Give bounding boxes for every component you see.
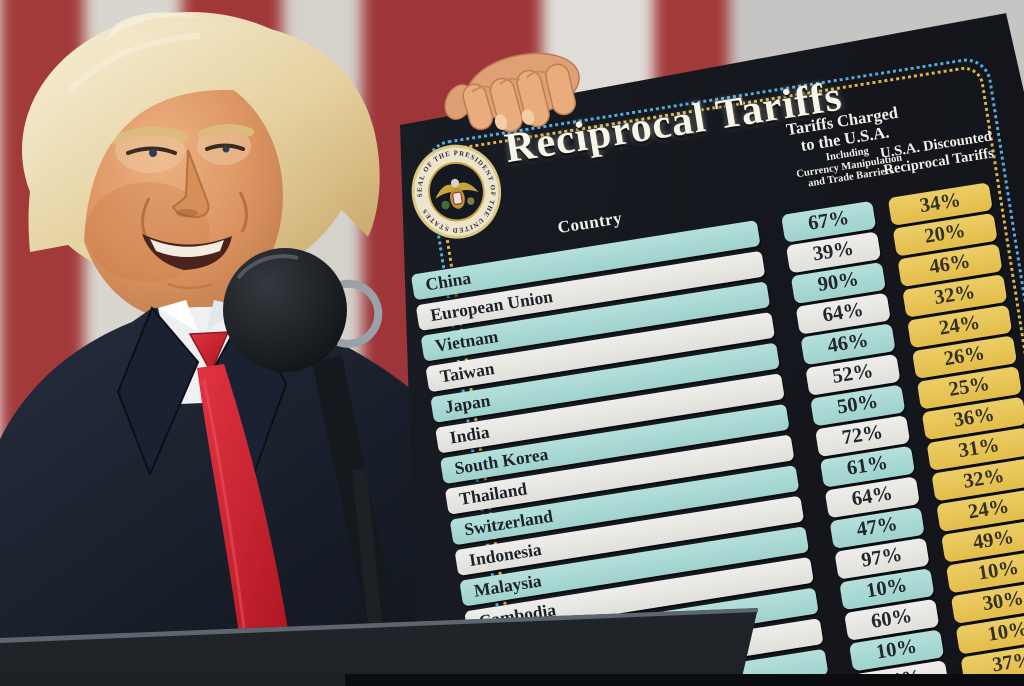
lapel-left xyxy=(116,306,200,477)
fingernail xyxy=(494,114,508,130)
brow-right xyxy=(198,124,254,138)
smile-fold-right xyxy=(238,191,248,233)
teeth xyxy=(150,239,224,257)
nose-shadow xyxy=(176,209,198,217)
olive-branch xyxy=(441,200,450,210)
board-content: SEAL OF THE PRESIDENT OF THE UNITED STAT… xyxy=(400,13,1024,686)
eye-left xyxy=(126,146,177,155)
iris-right xyxy=(222,145,230,153)
presidential-seal-icon: SEAL OF THE PRESIDENT OF THE UNITED STAT… xyxy=(411,144,502,239)
finger xyxy=(545,63,576,116)
tie-blade xyxy=(197,364,292,686)
tie-sheen xyxy=(202,379,250,661)
eagle-head xyxy=(450,178,460,188)
knuckle-creases xyxy=(471,70,548,93)
microphone xyxy=(223,248,400,646)
speaker-figure xyxy=(0,12,520,686)
finger xyxy=(462,83,494,131)
fingernail xyxy=(521,109,535,125)
bottom-dark-strip xyxy=(345,674,1024,686)
collar-left xyxy=(158,300,198,332)
brow-left xyxy=(108,126,189,145)
iris-left xyxy=(149,149,157,157)
hair-highlight xyxy=(65,33,201,95)
eagle-shield xyxy=(452,191,463,205)
mic-head xyxy=(223,248,347,372)
arrows xyxy=(467,197,475,205)
mic-stand-rod xyxy=(352,468,384,644)
trump-figure xyxy=(0,12,520,686)
hair-front xyxy=(28,21,380,253)
tie-knot xyxy=(188,331,230,374)
eye-right xyxy=(205,143,245,151)
chin-crease xyxy=(167,282,213,290)
mic-rim-light xyxy=(236,254,299,280)
hair-wisp xyxy=(104,12,204,42)
mic-clamp xyxy=(327,279,383,348)
